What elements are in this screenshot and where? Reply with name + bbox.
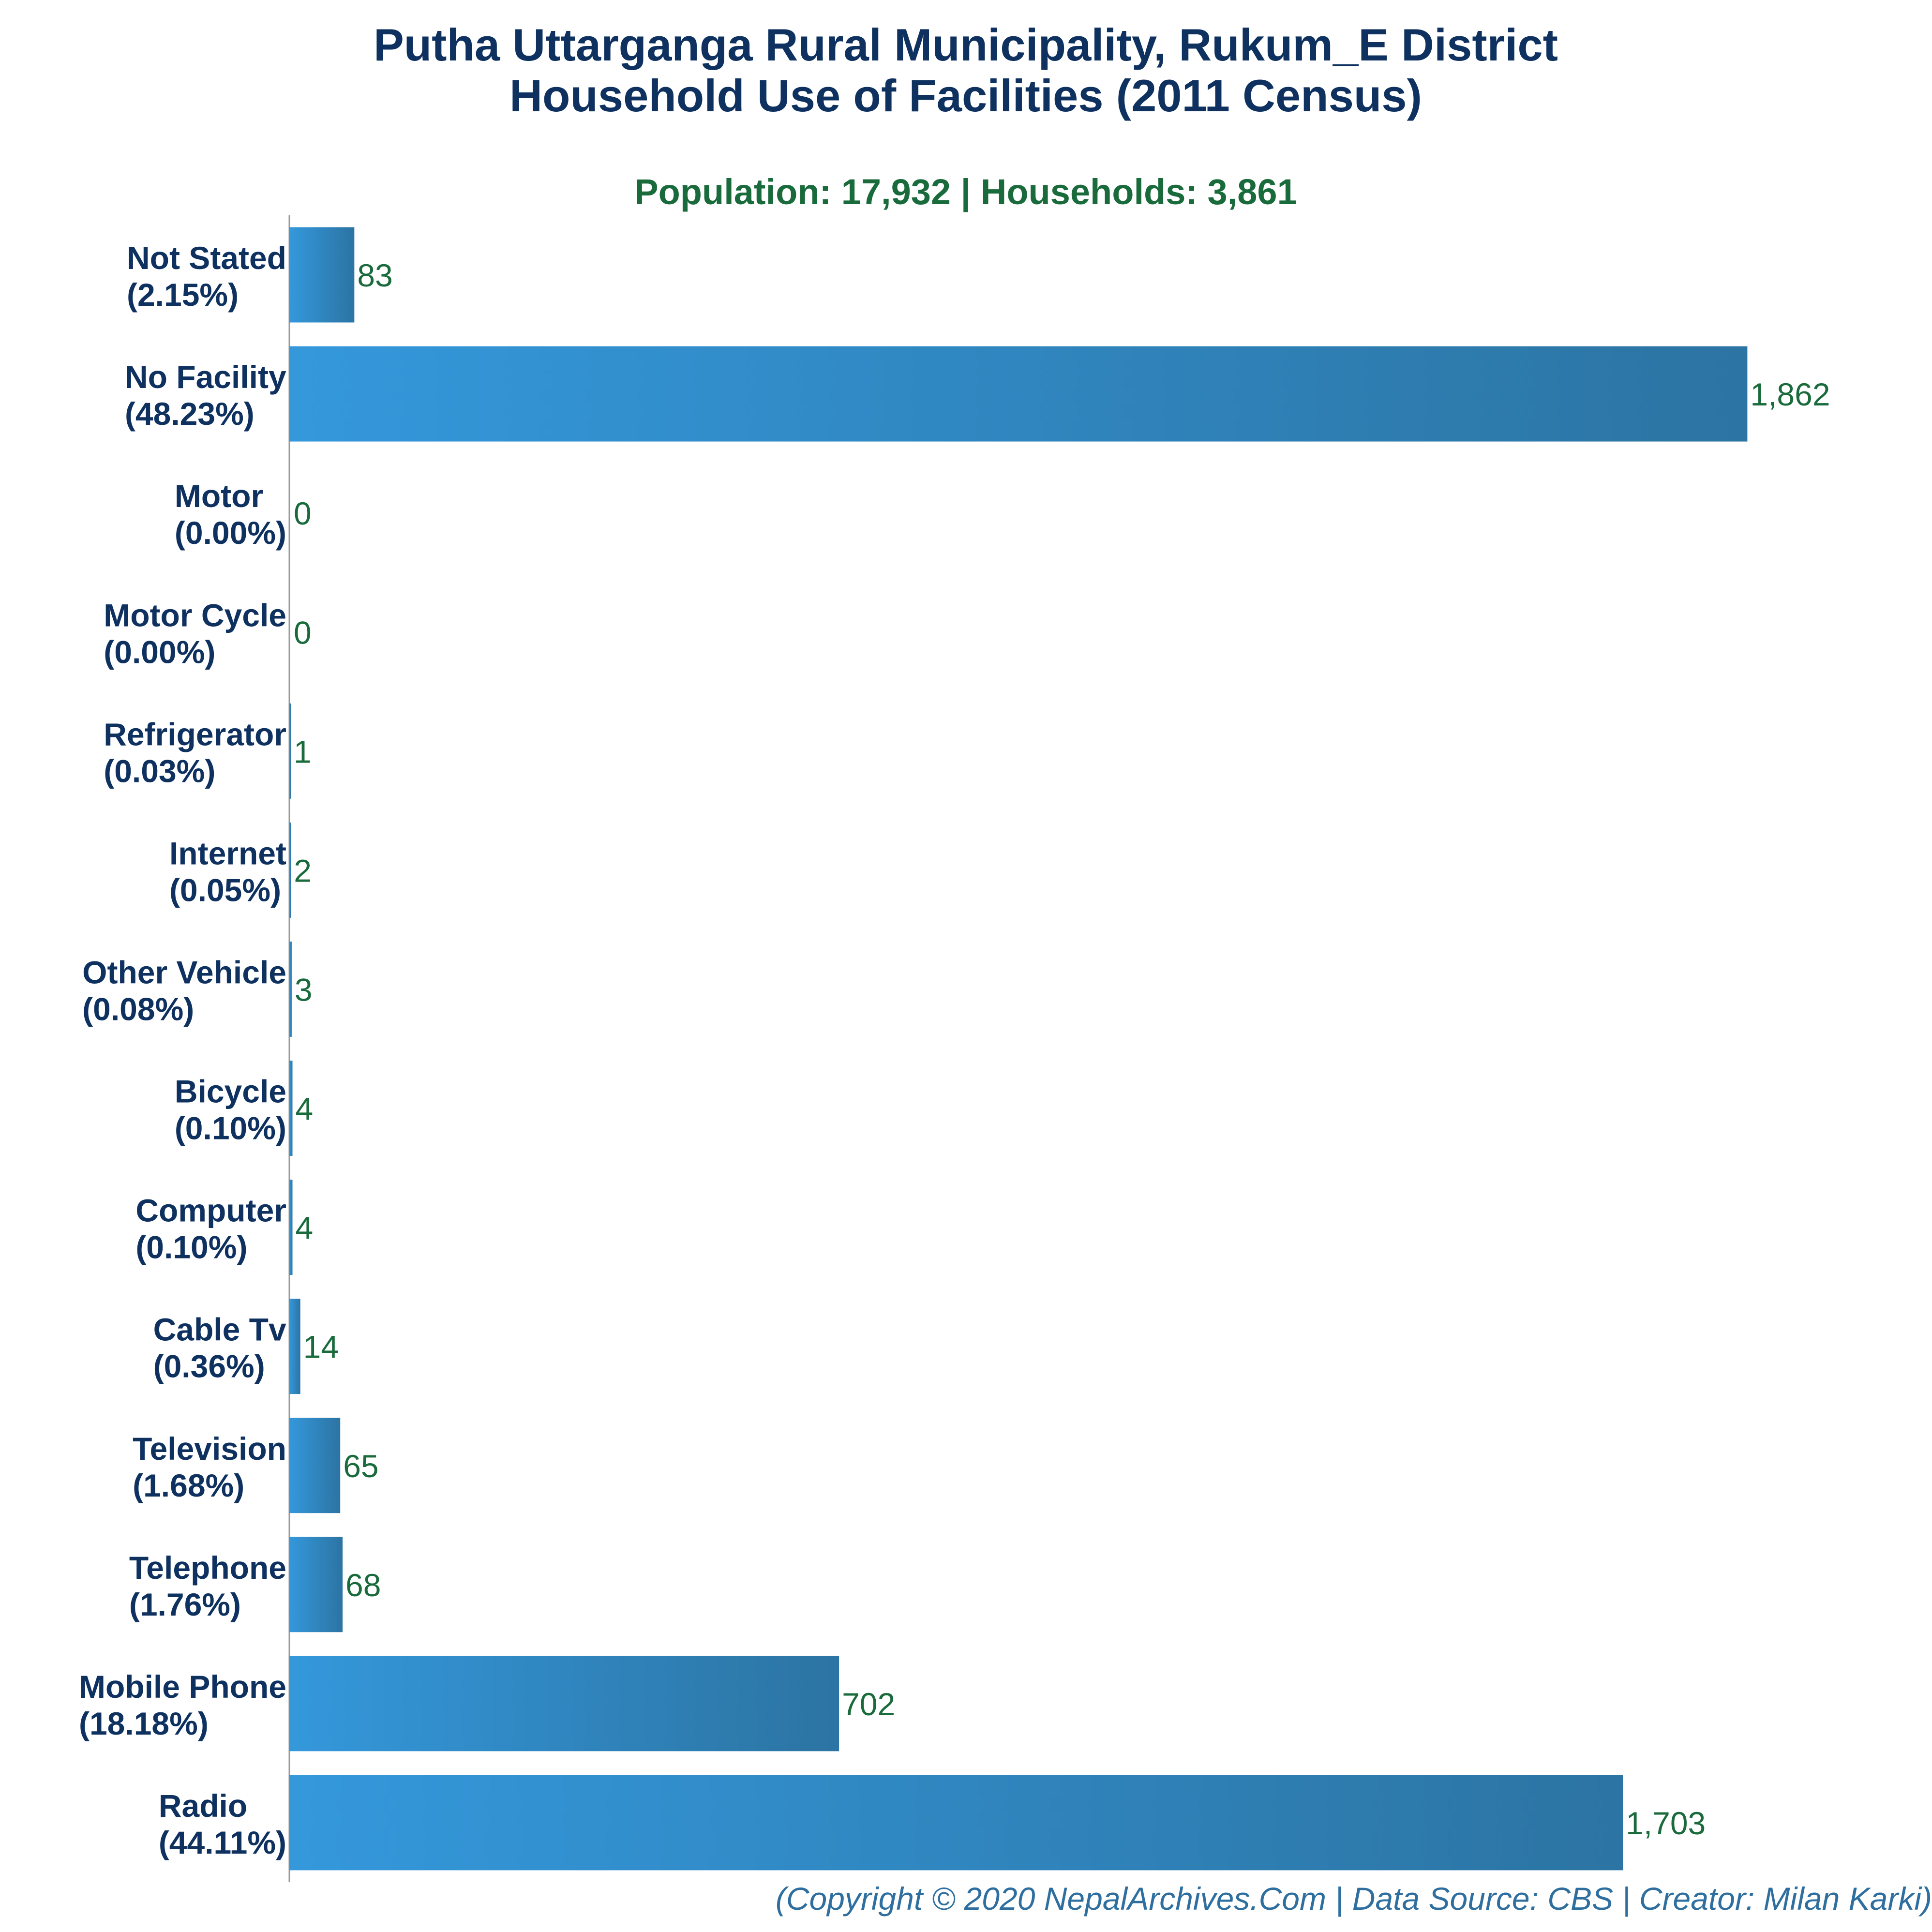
bar-value-label: 1,862 [1750, 376, 1830, 412]
category-label: Cable Tv [153, 1312, 286, 1348]
bar [289, 1775, 1623, 1871]
bar-value-label: 65 [343, 1448, 378, 1484]
bar-value-label: 4 [295, 1091, 313, 1127]
category-label: Motor Cycle [104, 597, 286, 633]
bar [289, 822, 291, 918]
category-label: Television [133, 1431, 286, 1467]
bars-layer [289, 227, 1748, 1871]
category-percent-label: (1.76%) [129, 1587, 241, 1622]
bar [289, 1061, 293, 1156]
category-label: Refrigerator [104, 716, 286, 752]
category-label: Not Stated [127, 240, 286, 276]
bar-value-label: 0 [294, 495, 312, 531]
category-percent-label: (0.00%) [104, 634, 215, 670]
bar [289, 942, 292, 1037]
bar-value-label: 68 [345, 1567, 381, 1603]
bar-value-label: 3 [295, 972, 313, 1007]
bar-value-label: 4 [295, 1210, 313, 1246]
chart-subtitle: Population: 17,932 | Households: 3,861 [634, 172, 1297, 212]
bar [289, 1418, 341, 1513]
footer-credit: (Copyright © 2020 NepalArchives.Com | Da… [776, 1881, 1932, 1917]
bar-value-label: 702 [842, 1686, 895, 1722]
bar [289, 1299, 300, 1394]
bar-value-label: 83 [357, 257, 392, 293]
category-label: Motor [175, 478, 263, 514]
category-label: Internet [169, 835, 286, 871]
category-percent-label: (2.15%) [127, 277, 239, 313]
category-percent-label: (0.03%) [104, 753, 215, 789]
category-label: Mobile Phone [79, 1669, 286, 1705]
category-label: Other Vehicle [82, 954, 286, 990]
category-percent-label: (0.10%) [175, 1110, 286, 1146]
bar-value-label: 2 [294, 853, 312, 888]
bar [289, 1656, 839, 1752]
bar-value-label: 1,703 [1626, 1805, 1706, 1841]
category-percent-label: (0.36%) [153, 1348, 265, 1384]
bar [289, 1180, 293, 1275]
category-percent-label: (0.05%) [169, 872, 281, 908]
bar [289, 227, 355, 323]
category-label: Bicycle [175, 1074, 286, 1109]
category-percent-label: (1.68%) [133, 1468, 244, 1503]
bar [289, 703, 291, 799]
bar-value-label: 1 [294, 734, 312, 769]
category-label: No Facility [125, 359, 286, 395]
chart-title-line-2: Household Use of Facilities (2011 Census… [509, 70, 1422, 121]
category-label: Computer [135, 1193, 286, 1228]
category-percent-label: (0.10%) [135, 1229, 247, 1265]
category-percent-label: (0.08%) [82, 991, 194, 1027]
bar [289, 1537, 343, 1632]
category-percent-label: (44.11%) [159, 1825, 286, 1860]
bar-value-label: 14 [303, 1329, 339, 1365]
bar [289, 346, 1748, 442]
category-percent-label: (18.18%) [79, 1706, 209, 1741]
category-label: Radio [159, 1788, 247, 1824]
labels-layer: 83 Not Stated(2.15%) 1,862 No Facility(48.2… [79, 240, 1830, 1860]
category-label: Telephone [129, 1550, 286, 1586]
category-percent-label: (48.23%) [125, 396, 255, 432]
bar-value-label: 0 [294, 614, 312, 650]
category-percent-label: (0.00%) [175, 515, 286, 551]
chart-title-line-1: Putha Uttarganga Rural Municipality, Ruk… [374, 19, 1558, 70]
